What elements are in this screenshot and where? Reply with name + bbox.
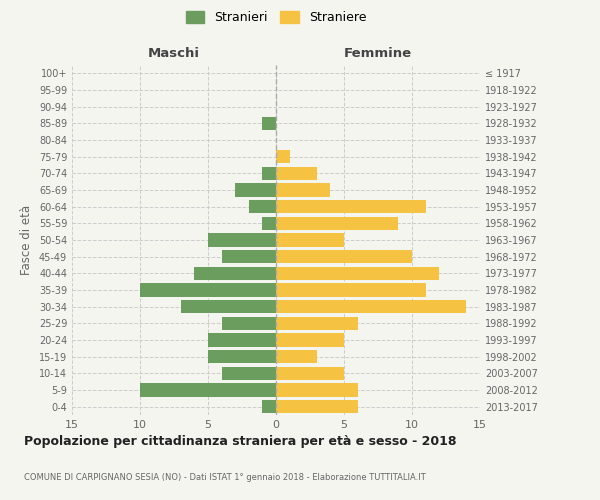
Bar <box>276 200 425 213</box>
Bar <box>249 200 276 213</box>
Bar <box>194 266 276 280</box>
Legend: Stranieri, Straniere: Stranieri, Straniere <box>181 6 371 29</box>
Bar <box>262 166 276 180</box>
Bar <box>235 184 276 196</box>
Bar <box>262 116 276 130</box>
Bar <box>181 300 276 314</box>
Bar <box>276 366 344 380</box>
Bar <box>276 166 317 180</box>
Bar <box>262 400 276 413</box>
Bar <box>276 316 358 330</box>
Text: Popolazione per cittadinanza straniera per età e sesso - 2018: Popolazione per cittadinanza straniera p… <box>24 435 457 448</box>
Text: Maschi: Maschi <box>148 47 200 60</box>
Bar <box>208 334 276 346</box>
Text: COMUNE DI CARPIGNANO SESIA (NO) - Dati ISTAT 1° gennaio 2018 - Elaborazione TUTT: COMUNE DI CARPIGNANO SESIA (NO) - Dati I… <box>24 472 426 482</box>
Bar <box>276 284 425 296</box>
Bar <box>276 216 398 230</box>
Bar <box>208 234 276 246</box>
Bar <box>276 300 466 314</box>
Bar <box>276 350 317 364</box>
Bar <box>221 250 276 264</box>
Bar <box>140 284 276 296</box>
Bar <box>276 384 358 396</box>
Bar <box>276 334 344 346</box>
Bar <box>221 366 276 380</box>
Bar <box>262 216 276 230</box>
Bar <box>140 384 276 396</box>
Bar <box>276 184 331 196</box>
Bar <box>276 150 290 164</box>
Bar <box>221 316 276 330</box>
Y-axis label: Fasce di età: Fasce di età <box>20 205 33 275</box>
Bar <box>276 266 439 280</box>
Bar <box>276 400 358 413</box>
Bar <box>276 250 412 264</box>
Bar <box>276 234 344 246</box>
Text: Femmine: Femmine <box>344 47 412 60</box>
Bar <box>208 350 276 364</box>
